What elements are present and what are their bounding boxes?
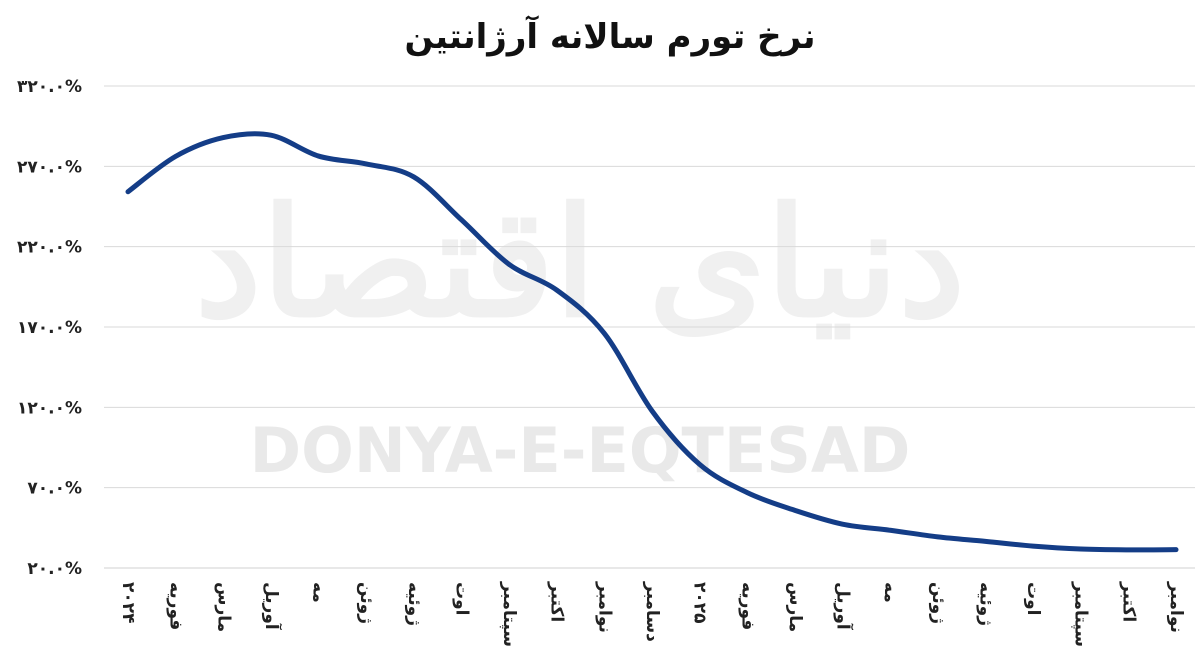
x-tick-label: آوریل: [833, 582, 855, 631]
x-tick-label: ژوئن: [928, 582, 948, 624]
series-group: [125, 131, 1179, 553]
data-point: [792, 508, 798, 513]
y-tick-label: ۳۲۰.۰%: [17, 77, 82, 97]
x-tick-label: مه: [880, 582, 900, 603]
y-axis-ticks: ۲۰.۰% ۷۰.۰% ۱۲۰.۰% ۱۷۰.۰% ۲۲۰.۰% ۲۷۰.۰% ۳۲۰.۰%: [17, 77, 82, 579]
data-point: [935, 534, 941, 540]
x-tick-label: سپتامبر: [1071, 581, 1091, 647]
x-axis-ticks: ۲۰۲۴ فوریه مارس آوریل مه ژوئن ژوئیه اوت سپتامبر ا…: [118, 581, 1186, 647]
data-point: [554, 287, 559, 293]
data-point: [1078, 546, 1083, 552]
y-tick-label: ۲۲۰.۰%: [17, 238, 82, 258]
y-tick-label: ۱۲۰.۰%: [17, 398, 82, 418]
gridlines: [104, 85, 1195, 569]
data-point: [506, 262, 512, 267]
data-point: [1126, 547, 1131, 553]
watermark-persian: دنیای اقتصاد: [195, 175, 965, 351]
x-tick-label: مه: [309, 582, 329, 603]
x-tick-label: ژوئن: [356, 582, 376, 624]
y-tick-label: ۲۷۰.۰%: [17, 157, 82, 177]
x-tick-label: فوریه: [737, 582, 757, 630]
x-tick-label: ژوئیه: [975, 582, 995, 626]
x-tick-label: فوریه: [166, 582, 186, 630]
data-point: [125, 189, 131, 194]
x-tick-label: آوریل: [261, 582, 283, 631]
data-point: [173, 154, 178, 159]
x-tick-label: اکتبر: [1118, 581, 1138, 622]
x-tick-label: دسامبر: [642, 581, 662, 642]
x-tick-label: ژوئیه: [404, 582, 424, 626]
x-tick-label: مارس: [785, 582, 805, 632]
series-line: [125, 131, 1179, 553]
x-tick-label: نوامبر: [1166, 581, 1186, 633]
data-point: [697, 462, 702, 467]
x-tick-label: سپتامبر: [499, 581, 519, 647]
data-point: [363, 161, 369, 167]
data-point: [745, 490, 750, 495]
x-tick-label: اکتبر: [547, 581, 567, 622]
data-point: [268, 132, 274, 138]
data-point: [1030, 543, 1036, 549]
data-point: [411, 174, 417, 180]
data-point: [221, 135, 226, 140]
x-tick-label: نوامبر: [594, 581, 614, 633]
x-tick-label: ۲۰۲۵: [690, 582, 710, 624]
y-tick-label: ۷۰.۰%: [27, 479, 82, 499]
x-tick-label: اوت: [451, 582, 471, 615]
data-point: [887, 528, 893, 533]
data-point: [649, 408, 655, 414]
data-point: [983, 539, 988, 544]
data-point: [1173, 547, 1179, 552]
data-point: [840, 521, 845, 527]
data-point: [459, 217, 464, 223]
y-tick-label: ۱۷۰.۰%: [17, 318, 82, 338]
watermark: دنیای اقتصاد DONYA-E-EQTESAD: [195, 175, 965, 487]
x-tick-label: اوت: [1023, 582, 1043, 615]
x-tick-label: ۲۰۲۴: [118, 582, 138, 624]
watermark-latin: DONYA-E-EQTESAD: [250, 414, 911, 487]
y-tick-label: ۲۰.۰%: [27, 559, 82, 579]
data-point: [602, 331, 607, 336]
x-tick-label: مارس: [213, 582, 233, 632]
data-point: [316, 153, 321, 159]
chart-title: نرخ تورم سالانه آرژانتین: [405, 15, 816, 57]
